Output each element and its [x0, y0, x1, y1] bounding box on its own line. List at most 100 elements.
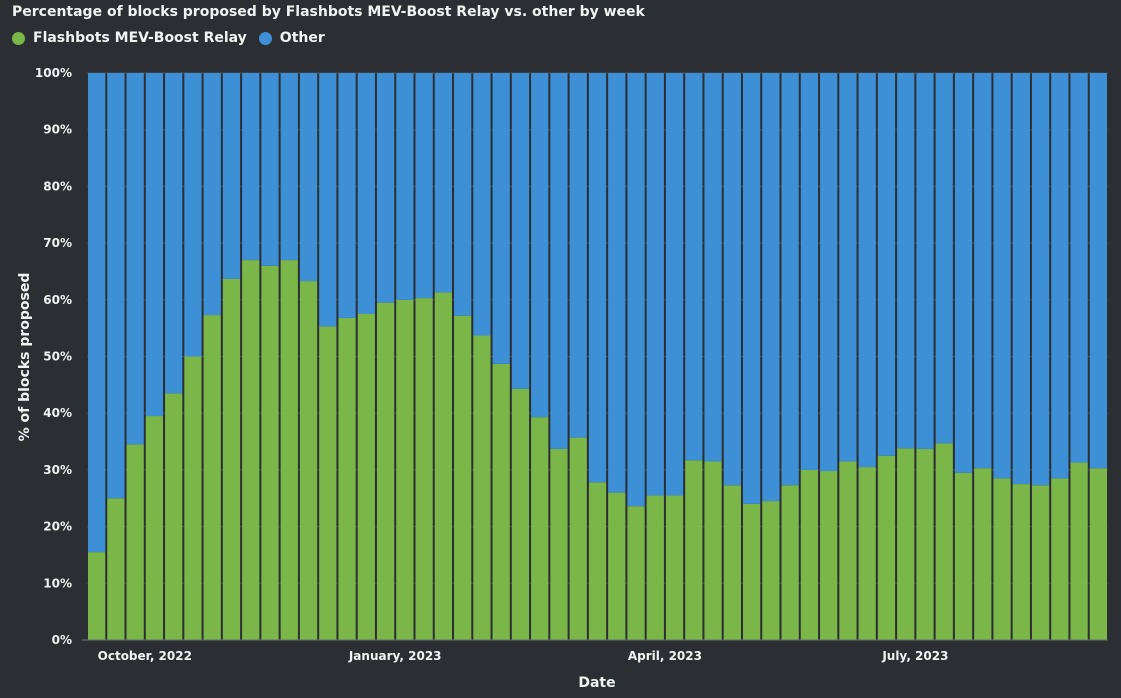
bar-segment-other[interactable]	[319, 73, 337, 327]
bar-segment-flashbots[interactable]	[357, 313, 375, 640]
bar-segment-other[interactable]	[184, 73, 202, 357]
bar-segment-flashbots[interactable]	[531, 417, 549, 640]
bar-segment-flashbots[interactable]	[126, 444, 144, 640]
bar-segment-other[interactable]	[242, 73, 260, 261]
bar-segment-flashbots[interactable]	[338, 317, 356, 640]
bar-segment-flashbots[interactable]	[723, 485, 741, 640]
bar-segment-other[interactable]	[627, 73, 645, 507]
bar-segment-flashbots[interactable]	[588, 482, 607, 640]
legend-item-other[interactable]: Other	[258, 30, 325, 46]
bar-segment-other[interactable]	[839, 73, 857, 462]
bar-segment-flashbots[interactable]	[376, 302, 395, 640]
bar-segment-other[interactable]	[1070, 73, 1088, 463]
bar-segment-flashbots[interactable]	[1012, 484, 1030, 640]
bar-segment-flashbots[interactable]	[569, 437, 587, 640]
bar-segment-other[interactable]	[261, 73, 279, 266]
bar-segment-flashbots[interactable]	[184, 356, 202, 641]
bar-segment-flashbots[interactable]	[800, 469, 819, 640]
bar-segment-flashbots[interactable]	[107, 498, 125, 640]
bar-segment-flashbots[interactable]	[242, 260, 260, 640]
bar-segment-flashbots[interactable]	[550, 448, 568, 640]
bar-segment-flashbots[interactable]	[88, 552, 106, 640]
legend-item-flashbots[interactable]: Flashbots MEV-Boost Relay	[12, 30, 247, 46]
bar-segment-flashbots[interactable]	[974, 468, 992, 640]
bar-segment-flashbots[interactable]	[916, 448, 934, 640]
bar-segment-other[interactable]	[145, 73, 164, 417]
bar-segment-flashbots[interactable]	[646, 495, 664, 640]
bar-segment-other[interactable]	[954, 73, 973, 473]
bar-segment-flashbots[interactable]	[492, 363, 510, 640]
bar-segment-flashbots[interactable]	[954, 472, 973, 640]
bar-segment-flashbots[interactable]	[858, 467, 876, 640]
bar-segment-flashbots[interactable]	[1031, 485, 1050, 640]
bar-segment-flashbots[interactable]	[222, 278, 241, 640]
bar-segment-flashbots[interactable]	[993, 478, 1011, 640]
bar-segment-other[interactable]	[916, 73, 934, 449]
bar-segment-other[interactable]	[357, 73, 375, 314]
bar-segment-other[interactable]	[1031, 73, 1050, 486]
bar-segment-other[interactable]	[877, 73, 896, 456]
bar-segment-other[interactable]	[473, 73, 491, 336]
bar-segment-flashbots[interactable]	[877, 455, 896, 640]
bar-segment-other[interactable]	[762, 73, 780, 502]
bar-segment-other[interactable]	[280, 73, 298, 261]
bar-segment-flashbots[interactable]	[434, 292, 453, 640]
bar-segment-other[interactable]	[550, 73, 568, 449]
bar-segment-other[interactable]	[569, 73, 587, 438]
bar-segment-other[interactable]	[935, 73, 953, 444]
bar-segment-flashbots[interactable]	[454, 315, 472, 640]
bar-segment-flashbots[interactable]	[704, 461, 722, 640]
bar-segment-other[interactable]	[338, 73, 356, 318]
bar-segment-flashbots[interactable]	[280, 260, 298, 640]
bar-segment-other[interactable]	[88, 73, 106, 553]
bar-segment-flashbots[interactable]	[511, 388, 530, 640]
bar-segment-flashbots[interactable]	[665, 495, 684, 640]
bar-segment-flashbots[interactable]	[1051, 478, 1069, 640]
bar-segment-other[interactable]	[974, 73, 992, 469]
bar-segment-other[interactable]	[665, 73, 684, 496]
bar-segment-flashbots[interactable]	[762, 501, 780, 640]
bar-segment-flashbots[interactable]	[415, 298, 433, 640]
bar-segment-flashbots[interactable]	[165, 393, 183, 640]
bar-segment-other[interactable]	[434, 73, 453, 293]
bar-segment-flashbots[interactable]	[299, 281, 318, 640]
bar-segment-flashbots[interactable]	[935, 443, 953, 640]
bar-segment-other[interactable]	[511, 73, 530, 389]
bar-segment-other[interactable]	[126, 73, 144, 445]
bar-segment-flashbots[interactable]	[1070, 462, 1088, 640]
bar-segment-other[interactable]	[415, 73, 433, 299]
bar-segment-other[interactable]	[820, 73, 838, 472]
bar-segment-other[interactable]	[165, 73, 183, 394]
bar-segment-flashbots[interactable]	[396, 299, 414, 640]
bar-segment-other[interactable]	[531, 73, 549, 418]
bar-segment-flashbots[interactable]	[319, 326, 337, 640]
bar-segment-other[interactable]	[781, 73, 799, 486]
bar-segment-other[interactable]	[723, 73, 741, 486]
bar-segment-flashbots[interactable]	[685, 460, 703, 640]
bar-segment-other[interactable]	[107, 73, 125, 499]
bar-segment-other[interactable]	[897, 73, 915, 449]
bar-segment-flashbots[interactable]	[145, 416, 164, 640]
bar-segment-other[interactable]	[993, 73, 1011, 479]
bar-segment-flashbots[interactable]	[820, 471, 838, 640]
bar-segment-other[interactable]	[299, 73, 318, 282]
bar-segment-flashbots[interactable]	[203, 315, 221, 640]
bar-segment-flashbots[interactable]	[839, 461, 857, 640]
bar-segment-flashbots[interactable]	[608, 492, 626, 640]
bar-segment-other[interactable]	[742, 73, 761, 504]
bar-segment-other[interactable]	[376, 73, 395, 303]
bar-segment-other[interactable]	[222, 73, 241, 279]
bar-segment-other[interactable]	[1051, 73, 1069, 479]
bar-segment-flashbots[interactable]	[261, 265, 279, 640]
bar-segment-flashbots[interactable]	[473, 335, 491, 640]
bar-segment-flashbots[interactable]	[897, 448, 915, 640]
bar-segment-other[interactable]	[800, 73, 819, 470]
bar-segment-flashbots[interactable]	[1089, 468, 1107, 640]
bar-segment-other[interactable]	[588, 73, 607, 483]
bar-segment-flashbots[interactable]	[742, 503, 761, 640]
bar-segment-other[interactable]	[608, 73, 626, 493]
bar-segment-other[interactable]	[646, 73, 664, 496]
bar-segment-other[interactable]	[1012, 73, 1030, 485]
bar-segment-other[interactable]	[454, 73, 472, 316]
bar-segment-other[interactable]	[203, 73, 221, 316]
